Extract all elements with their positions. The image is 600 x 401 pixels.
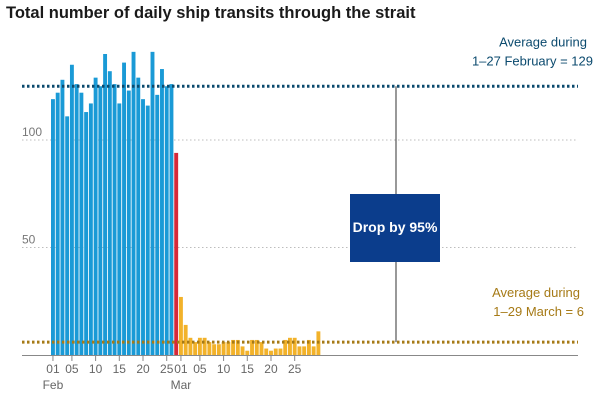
feb-bar xyxy=(136,77,141,356)
x-tick-label: 25 xyxy=(160,362,174,376)
mar-average-label-line1: Average during xyxy=(492,285,580,300)
mar-bar xyxy=(311,346,316,355)
mar-average-label-line2: 1–29 March = 6 xyxy=(493,304,584,319)
mar-bar xyxy=(273,348,278,355)
x-tick-label: 15 xyxy=(113,362,127,376)
mar-bar xyxy=(212,344,217,355)
x-tick-label: 20 xyxy=(264,362,278,376)
mar-bar xyxy=(231,339,236,355)
x-tick-label: 10 xyxy=(217,362,231,376)
feb-bar xyxy=(150,51,155,355)
mar-bar xyxy=(235,339,240,355)
feb-bar xyxy=(164,86,169,355)
feb-average-label-line2: 1–27 February = 129 xyxy=(472,53,593,68)
mar-bar xyxy=(240,346,245,355)
transition-day-bar xyxy=(174,152,179,355)
y-tick-label: 50 xyxy=(22,233,36,247)
feb-bar xyxy=(79,92,84,355)
feb-average-label-line1: Average during xyxy=(499,34,587,49)
feb-bar xyxy=(84,112,89,355)
mar-bar xyxy=(302,346,307,355)
feb-bar xyxy=(122,62,126,355)
x-tick-label: 25 xyxy=(288,362,302,376)
y-tick-label: 100 xyxy=(22,125,42,139)
x-tick-label: 05 xyxy=(65,362,79,376)
mar-bar xyxy=(193,342,198,355)
mar-bar xyxy=(245,350,250,355)
mar-bar xyxy=(188,337,193,355)
mar-bar xyxy=(306,339,311,355)
feb-bar xyxy=(93,77,98,356)
x-tick-label: 10 xyxy=(89,362,103,376)
mar-bar xyxy=(254,339,259,355)
feb-bar xyxy=(107,71,112,355)
x-tick-label: 20 xyxy=(136,362,150,376)
mar-bar xyxy=(288,337,292,355)
mar-bar xyxy=(197,337,202,355)
x-tick-label: 01 xyxy=(46,362,60,376)
mar-bar xyxy=(183,324,188,355)
feb-bar xyxy=(169,84,174,355)
drop-annotation-text: Drop by 95% xyxy=(353,219,438,235)
feb-bar xyxy=(160,69,164,356)
mar-bar xyxy=(292,337,297,355)
feb-bar xyxy=(98,86,103,355)
feb-bar xyxy=(88,103,93,355)
feb-bar xyxy=(145,105,150,355)
mar-bar xyxy=(283,339,288,355)
feb-month-label: Feb xyxy=(43,378,64,392)
mar-bar xyxy=(216,344,221,355)
mar-month-label: Mar xyxy=(171,378,192,392)
reference-lines: Average during 1–27 February = 129 Average… xyxy=(22,34,593,344)
x-tick-label: 05 xyxy=(193,362,207,376)
feb-bar xyxy=(155,94,160,355)
feb-bar xyxy=(141,99,145,356)
mar-bar xyxy=(278,348,283,355)
mar-bar xyxy=(207,342,212,355)
mar-bar xyxy=(250,339,254,355)
mar-bar xyxy=(259,342,264,355)
drop-annotation-box xyxy=(350,194,440,262)
x-tick-label: 15 xyxy=(241,362,255,376)
feb-bar xyxy=(51,99,55,356)
mar-bar xyxy=(178,296,183,355)
feb-bar xyxy=(126,90,131,356)
feb-bar xyxy=(55,92,60,355)
x-tick-label: 01 xyxy=(174,362,188,376)
mar-bar xyxy=(269,350,273,355)
feb-bar xyxy=(103,54,108,355)
feb-bar xyxy=(74,84,79,355)
mar-bar xyxy=(226,342,231,355)
feb-bar xyxy=(65,116,70,355)
feb-bar xyxy=(60,79,65,356)
mar-bar xyxy=(297,346,302,355)
feb-bar xyxy=(69,64,74,355)
mar-bar xyxy=(202,337,207,355)
mar-bar xyxy=(264,348,269,355)
feb-bar xyxy=(112,84,117,355)
mar-bar xyxy=(221,342,226,355)
chart-title: Total number of daily ship transits thro… xyxy=(6,4,416,22)
feb-bar xyxy=(117,103,122,355)
bars xyxy=(51,51,321,356)
feb-bar xyxy=(131,51,136,355)
